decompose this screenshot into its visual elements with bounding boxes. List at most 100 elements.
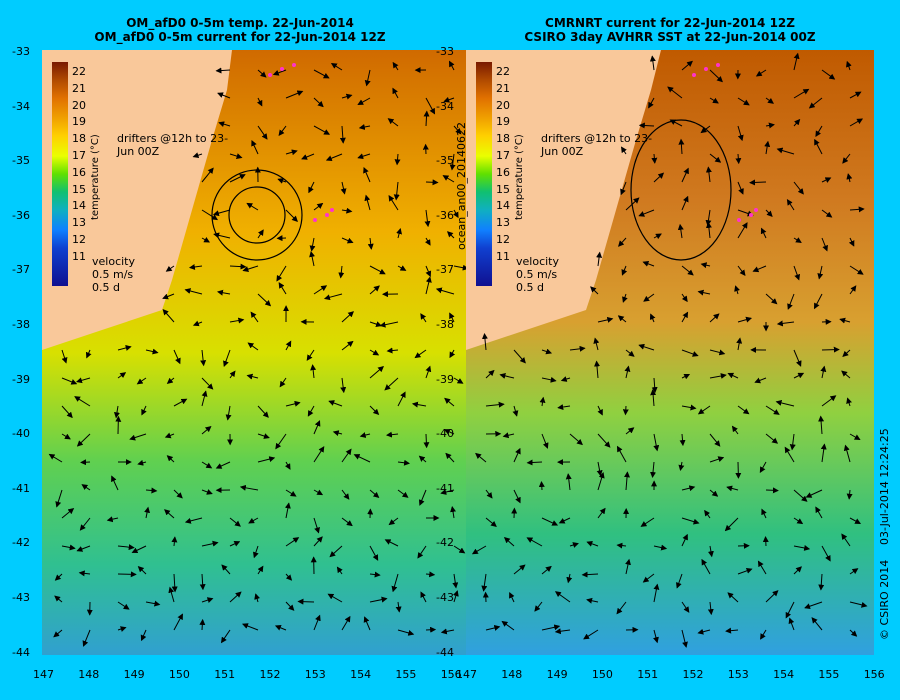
current-arrow [846, 397, 852, 407]
current-arrow [757, 560, 767, 575]
left-land [42, 50, 232, 350]
current-arrow [285, 209, 298, 222]
current-arrow [541, 565, 552, 575]
current-arrow [136, 377, 147, 385]
current-arrow [808, 97, 823, 109]
current-arrow [369, 321, 383, 327]
current-arrow [201, 236, 211, 243]
current-arrow [724, 517, 739, 532]
current-arrow [775, 400, 795, 407]
colorbar-tick-label: 20 [72, 98, 86, 112]
lon-tick-label: 154 [773, 668, 795, 681]
current-arrow [137, 566, 147, 575]
current-arrow [199, 618, 206, 631]
current-arrow [554, 628, 571, 635]
current-arrow [341, 237, 354, 244]
current-arrow [285, 537, 300, 547]
current-arrow [339, 125, 346, 144]
colorbar-tick-label: 11 [72, 249, 86, 263]
current-arrow [541, 624, 561, 631]
current-arrow [313, 285, 328, 295]
current-arrow [252, 545, 259, 559]
current-arrow [471, 545, 487, 555]
left-eddy-inner [228, 186, 286, 244]
current-arrow [624, 471, 631, 491]
current-arrow [620, 181, 627, 196]
current-arrow [113, 405, 120, 419]
colorbar-tick-label: 16 [72, 165, 86, 179]
current-arrow [616, 542, 627, 549]
current-arrow [625, 197, 640, 211]
current-arrow [764, 140, 771, 155]
current-arrow [849, 517, 862, 524]
current-arrow [274, 624, 287, 631]
current-arrow [565, 473, 572, 491]
current-arrow [449, 349, 456, 359]
current-arrow [279, 377, 287, 388]
current-arrow [425, 276, 432, 295]
right-drifters-label: drifters @12h to 23-Jun 00Z [541, 132, 653, 158]
current-arrow [229, 317, 245, 324]
left-colorbar-labels: 22 21 20 19 18 17 16 15 14 13 12 11 [72, 64, 86, 266]
current-arrow [229, 591, 242, 603]
left-colorbar-unit: temperature (°C) [90, 134, 101, 220]
current-arrow [173, 489, 183, 499]
current-arrow [338, 265, 345, 279]
current-arrow [313, 97, 324, 108]
current-arrow [257, 229, 264, 239]
current-arrow [793, 181, 804, 195]
current-arrow [369, 265, 386, 275]
current-arrow [313, 536, 323, 547]
current-arrow [616, 445, 627, 463]
current-arrow [307, 405, 315, 417]
lon-tick-label: 156 [863, 668, 885, 681]
current-arrow [814, 293, 823, 310]
lat-tick-label: -43 [12, 591, 30, 604]
current-arrow [384, 377, 399, 391]
lat-tick-label: -35 [436, 154, 454, 168]
lat-tick-label: -37 [436, 263, 454, 277]
current-arrow [388, 517, 399, 526]
current-arrow [247, 342, 259, 351]
current-arrow [485, 401, 505, 408]
current-arrow [681, 629, 688, 648]
current-arrow [369, 285, 380, 295]
current-arrow [199, 573, 206, 591]
current-arrow [681, 349, 699, 357]
lat-tick-label: -33 [12, 45, 30, 58]
current-arrow [675, 573, 683, 589]
current-arrow [793, 566, 802, 575]
current-arrow [839, 317, 851, 324]
current-arrow [512, 405, 519, 417]
current-arrow [117, 345, 132, 351]
current-arrow [765, 209, 773, 217]
current-arrow [513, 349, 526, 364]
current-arrow [818, 573, 825, 591]
current-arrow [539, 396, 546, 407]
lon-tick-label: 149 [123, 668, 145, 681]
current-arrow [669, 119, 683, 127]
current-arrow [414, 349, 427, 359]
current-arrow [173, 398, 188, 407]
current-arrow [388, 195, 399, 211]
current-arrow [192, 320, 203, 327]
current-arrow [638, 209, 655, 217]
current-arrow [450, 505, 456, 519]
current-arrow [452, 590, 459, 603]
current-arrow [229, 541, 241, 547]
current-arrow [849, 568, 859, 575]
current-arrow [727, 592, 739, 603]
current-arrow [442, 175, 455, 183]
current-arrow [737, 316, 753, 323]
current-arrow [341, 340, 354, 351]
right-title: CMRNRT current for 22-Jun-2014 12Z CSIRO… [490, 16, 850, 44]
lat-tick-label: -41 [436, 481, 454, 495]
current-arrow [501, 620, 515, 631]
current-arrow [420, 591, 427, 603]
current-arrow [765, 433, 779, 444]
current-arrow [309, 237, 316, 252]
current-arrow [755, 69, 767, 77]
current-arrow [624, 365, 631, 379]
current-arrow [707, 601, 714, 616]
lat-tick-label: -38 [436, 318, 454, 331]
